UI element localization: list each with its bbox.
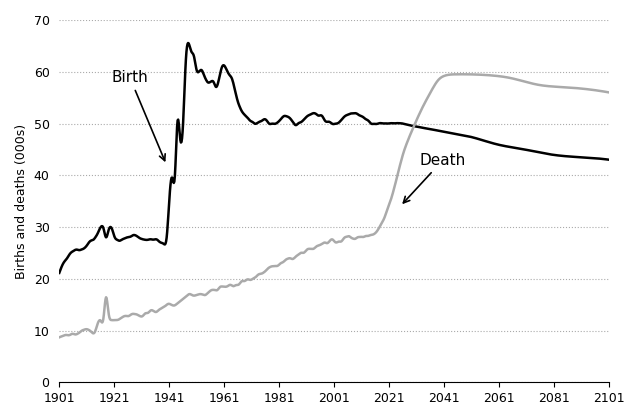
Text: Birth: Birth [111, 70, 165, 160]
Text: Death: Death [403, 153, 466, 203]
Y-axis label: Births and deaths (000s): Births and deaths (000s) [15, 123, 28, 279]
